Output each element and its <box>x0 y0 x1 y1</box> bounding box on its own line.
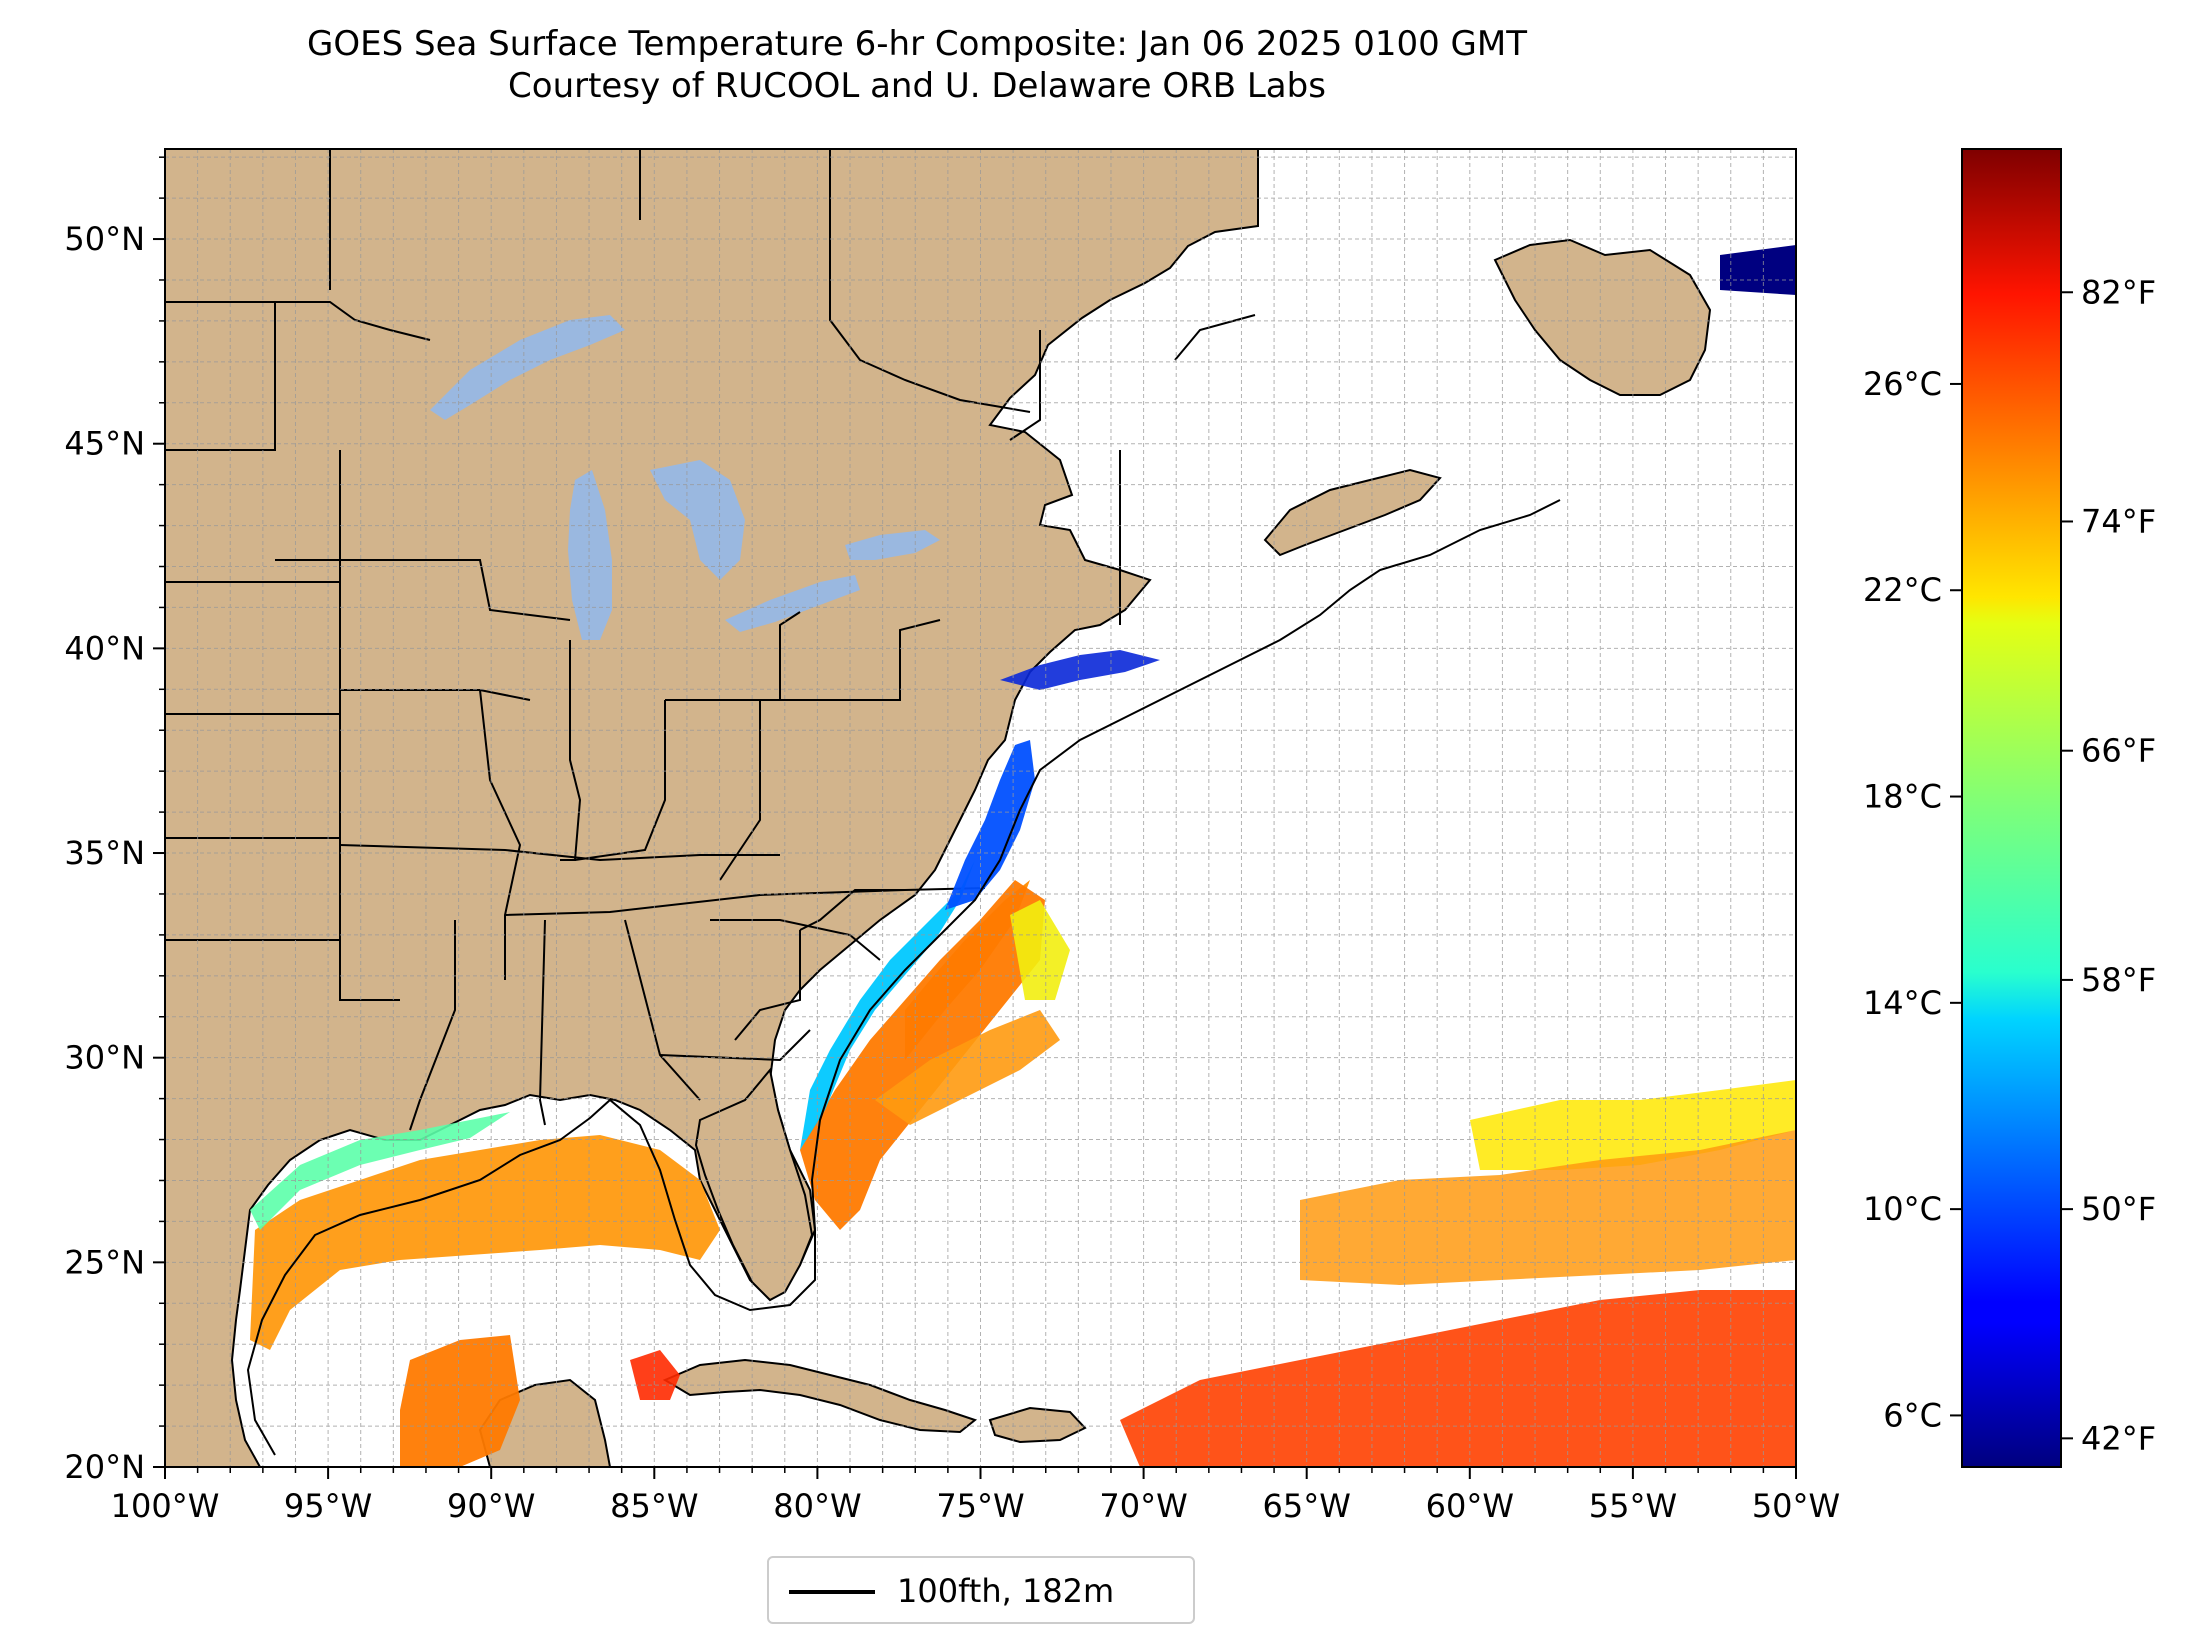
state-line <box>165 302 276 451</box>
celsius-tick-label: 26°C <box>1863 365 1942 403</box>
celsius-tick-label: 18°C <box>1863 778 1942 816</box>
lake-michigan <box>568 470 612 640</box>
fahrenheit-tick-label: 66°F <box>2081 732 2156 770</box>
latitude-axis: 20°N 25°N 30°N 35°N 40°N 45°N 50°N <box>64 156 165 1486</box>
state-line <box>409 920 456 1131</box>
lon-tick-label: 70°W <box>1099 1487 1187 1525</box>
colorbar-gradient <box>1962 149 2061 1467</box>
legend-line-swatch <box>789 1590 875 1594</box>
lat-tick-label: 50°N <box>64 220 145 258</box>
great-lakes <box>430 315 940 640</box>
lat-tick-label: 40°N <box>64 629 145 667</box>
fahrenheit-tick-label: 82°F <box>2081 273 2156 311</box>
lat-tick-label: 30°N <box>64 1039 145 1077</box>
fahrenheit-tick-label: 58°F <box>2081 961 2156 999</box>
state-line <box>275 559 571 621</box>
lon-tick-label: 90°W <box>447 1487 535 1525</box>
state-line <box>339 844 780 862</box>
state-line <box>1174 314 1256 361</box>
state-line <box>659 1029 811 1062</box>
colorbar-celsius-ticks: 6°C 10°C 14°C 18°C 22°C 26°C <box>1863 365 1962 1434</box>
lake-superior <box>430 315 625 420</box>
political-boundaries <box>165 150 1256 1131</box>
state-line <box>560 640 582 861</box>
sst-bahamas-warm <box>875 1010 1060 1125</box>
sst-shelf-cold <box>800 860 975 1150</box>
state-line <box>538 919 546 1126</box>
celsius-tick-label: 22°C <box>1863 571 1942 609</box>
state-line <box>719 700 761 881</box>
lon-tick-label: 85°W <box>610 1487 698 1525</box>
state-line <box>339 940 400 1001</box>
land-cuba <box>662 1358 978 1434</box>
sst-labrador-cold <box>1720 245 1796 295</box>
lake-huron <box>650 460 745 580</box>
state-line <box>665 611 801 701</box>
lon-tick-label: 65°W <box>1263 1487 1351 1525</box>
state-line <box>780 619 941 701</box>
state-line <box>479 689 522 980</box>
isobath-100fth <box>246 499 1561 1456</box>
celsius-tick-label: 10°C <box>1863 1190 1942 1228</box>
lake-ontario <box>845 530 940 560</box>
lon-tick-label: 80°W <box>773 1487 861 1525</box>
sst-mid-atlantic-blue <box>945 740 1035 910</box>
celsius-tick-label: 6°C <box>1883 1396 1942 1434</box>
fahrenheit-tick-label: 50°F <box>2081 1190 2156 1228</box>
gridlines <box>165 149 1796 1467</box>
sst-subtropical-orange <box>1300 1130 1796 1285</box>
fahrenheit-tick-label: 42°F <box>2081 1419 2156 1457</box>
lat-tick-label: 45°N <box>64 425 145 463</box>
map-panel <box>165 149 1796 1467</box>
lon-tick-label: 95°W <box>284 1487 372 1525</box>
sst-tropical-red <box>1120 1290 1796 1467</box>
colorbar-frame <box>1961 148 2062 1468</box>
sst-carolina-yellow <box>1010 900 1070 1000</box>
lon-tick-label: 75°W <box>936 1487 1024 1525</box>
longitude-axis: 100°W 95°W 90°W 85°W 80°W 75°W 70°W 65°W 60°W 55°… <box>111 1467 1840 1525</box>
lon-tick-label: 55°W <box>1589 1487 1677 1525</box>
fahrenheit-tick-label: 74°F <box>2081 502 2156 540</box>
colorbar-fahrenheit-ticks: 42°F 50°F 58°F 66°F 74°F 82°F <box>2061 273 2156 1457</box>
sst-caribbean-red <box>630 1350 680 1400</box>
sst-shelf-dark <box>1000 650 1160 690</box>
map-subtitle: Courtesy of RUCOOL and U. Delaware ORB L… <box>508 66 1326 106</box>
state-line <box>574 700 666 861</box>
lat-tick-label: 20°N <box>64 1448 145 1486</box>
lat-tick-label: 25°N <box>64 1243 145 1281</box>
lake-erie <box>725 575 860 632</box>
lat-tick-label: 35°N <box>64 834 145 872</box>
state-line <box>710 919 881 961</box>
land-nova-scotia <box>1263 468 1442 557</box>
sst-gulf-stream <box>800 880 1045 1230</box>
lon-tick-label: 50°W <box>1752 1487 1840 1525</box>
land-florida <box>694 1067 814 1302</box>
sst-gulf-coastal <box>250 1112 510 1230</box>
legend-label: 100fth, 182m <box>897 1572 1115 1610</box>
sst-west-gulf <box>400 1335 520 1467</box>
state-line <box>799 889 905 931</box>
land-newfoundland <box>1493 238 1712 396</box>
sst-gulf-of-mexico <box>250 1135 720 1350</box>
colorbar: 6°C 10°C 14°C 18°C 22°C 26°C 42°F 50°F 58°F 66°F… <box>1863 148 2156 1468</box>
land-hispaniola <box>988 1406 1087 1444</box>
lon-tick-label: 100°W <box>111 1487 220 1525</box>
map-title: GOES Sea Surface Temperature 6-hr Compos… <box>307 24 1527 64</box>
state-line <box>504 887 986 916</box>
celsius-tick-label: 14°C <box>1863 984 1942 1022</box>
state-line <box>734 930 801 1041</box>
state-line <box>1009 330 1041 441</box>
legend: 100fth, 182m <box>767 1556 1195 1624</box>
lon-tick-label: 60°W <box>1426 1487 1514 1525</box>
